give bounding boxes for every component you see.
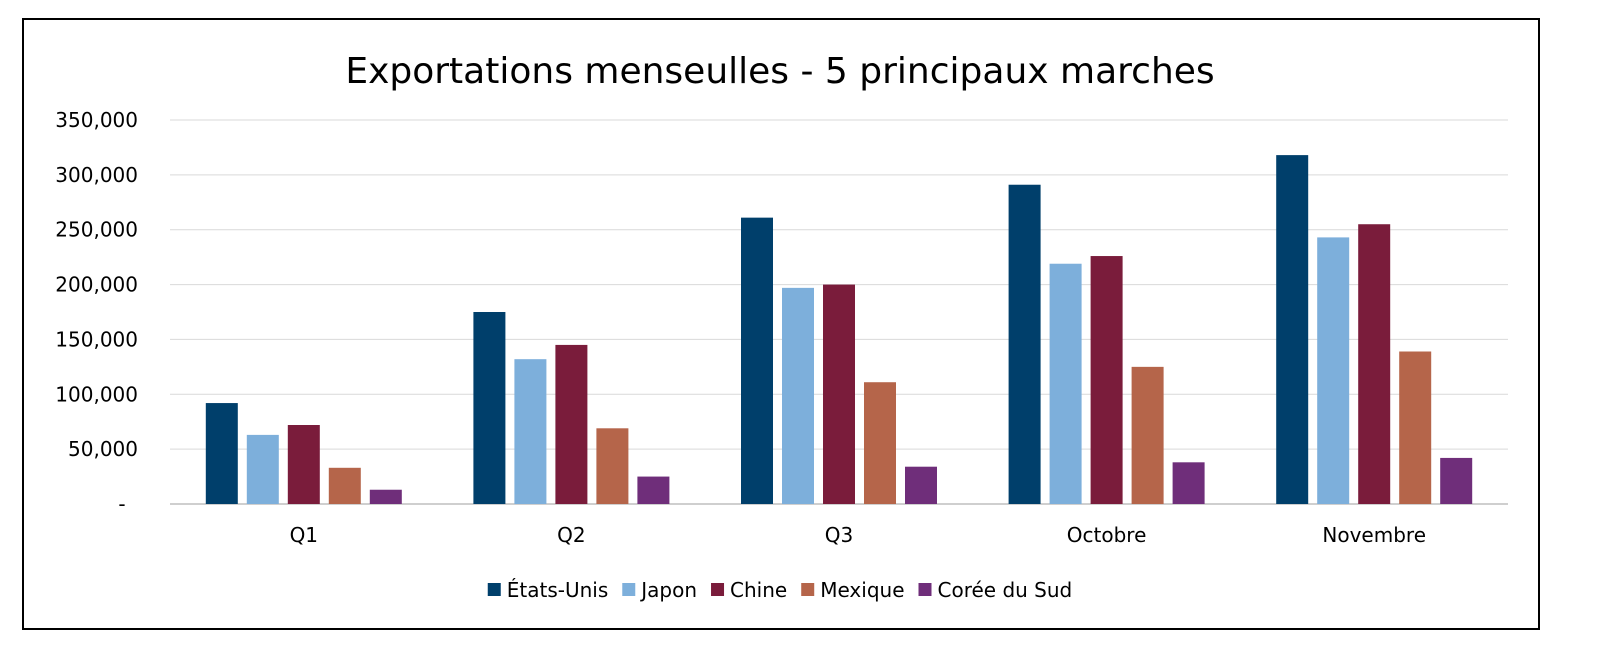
y-tick-label: 300,000 xyxy=(55,163,138,187)
legend-label-coree-du-sud: Corée du Sud xyxy=(938,578,1073,602)
bar-etats-unis-q1 xyxy=(205,403,238,504)
bar-coree-du-sud-q3 xyxy=(905,466,937,504)
bar-mexique-q3 xyxy=(864,382,896,504)
bar-japon-novembre xyxy=(1317,237,1350,504)
legend-swatch-coree-du-sud xyxy=(918,583,932,596)
y-tick-label: 150,000 xyxy=(55,327,138,351)
bar-mexique-q1 xyxy=(328,467,361,504)
bar-etats-unis-octobre xyxy=(1008,184,1041,504)
bar-coree-du-sud-q1 xyxy=(369,489,402,504)
y-tick-label: 50,000 xyxy=(68,437,138,461)
legend-label-chine: Chine xyxy=(730,578,787,602)
bar-mexique-novembre xyxy=(1399,351,1432,504)
bar-japon-q3 xyxy=(782,287,814,504)
bar-chine-q1 xyxy=(287,425,320,504)
bar-coree-du-sud-q2 xyxy=(637,476,670,504)
y-tick-label: 200,000 xyxy=(55,273,138,297)
y-tick-label: 350,000 xyxy=(55,108,138,132)
x-tick-label: Novembre xyxy=(1322,523,1426,547)
bar-chine-novembre xyxy=(1358,224,1391,504)
chart-title: Exportations menseulles - 5 principaux m… xyxy=(345,51,1214,92)
x-tick-label: Q2 xyxy=(557,523,585,547)
bar-coree-du-sud-novembre xyxy=(1440,457,1473,504)
legend-swatch-chine xyxy=(711,583,725,596)
bar-chine-q2 xyxy=(555,344,588,504)
bar-mexique-octobre xyxy=(1131,366,1164,504)
legend-label-japon: Japon xyxy=(639,578,697,602)
x-tick-label: Q1 xyxy=(290,523,318,547)
bar-etats-unis-novembre xyxy=(1276,155,1309,504)
axes: - 50,000 100,000 150,000 200,000 250,000 300,0… xyxy=(55,108,1426,547)
legend-swatch-etats-unis xyxy=(487,583,501,596)
y-tick-label: 250,000 xyxy=(55,218,138,242)
x-tick-label: Q3 xyxy=(825,523,853,547)
legend: États-Unis Japon Chine Mexique Corée du Sud xyxy=(487,578,1073,602)
bar-chine-q3 xyxy=(823,284,855,504)
bar-japon-q2 xyxy=(514,359,547,504)
legend-swatch-mexique xyxy=(801,583,815,596)
bar-japon-q1 xyxy=(246,434,279,504)
y-tick-label: 100,000 xyxy=(55,382,138,406)
y-tick-label: - xyxy=(118,492,125,516)
legend-swatch-japon xyxy=(622,583,636,596)
bar-etats-unis-q2 xyxy=(473,312,506,504)
bar-coree-du-sud-octobre xyxy=(1172,462,1205,504)
bars xyxy=(205,155,1473,504)
bar-japon-octobre xyxy=(1049,263,1082,504)
legend-label-mexique: Mexique xyxy=(820,578,904,602)
legend-label-etats-unis: États-Unis xyxy=(507,578,609,602)
bar-etats-unis-q3 xyxy=(741,217,773,504)
bar-mexique-q2 xyxy=(596,428,629,504)
bar-chine-octobre xyxy=(1090,256,1123,504)
x-tick-label: Octobre xyxy=(1067,523,1147,547)
